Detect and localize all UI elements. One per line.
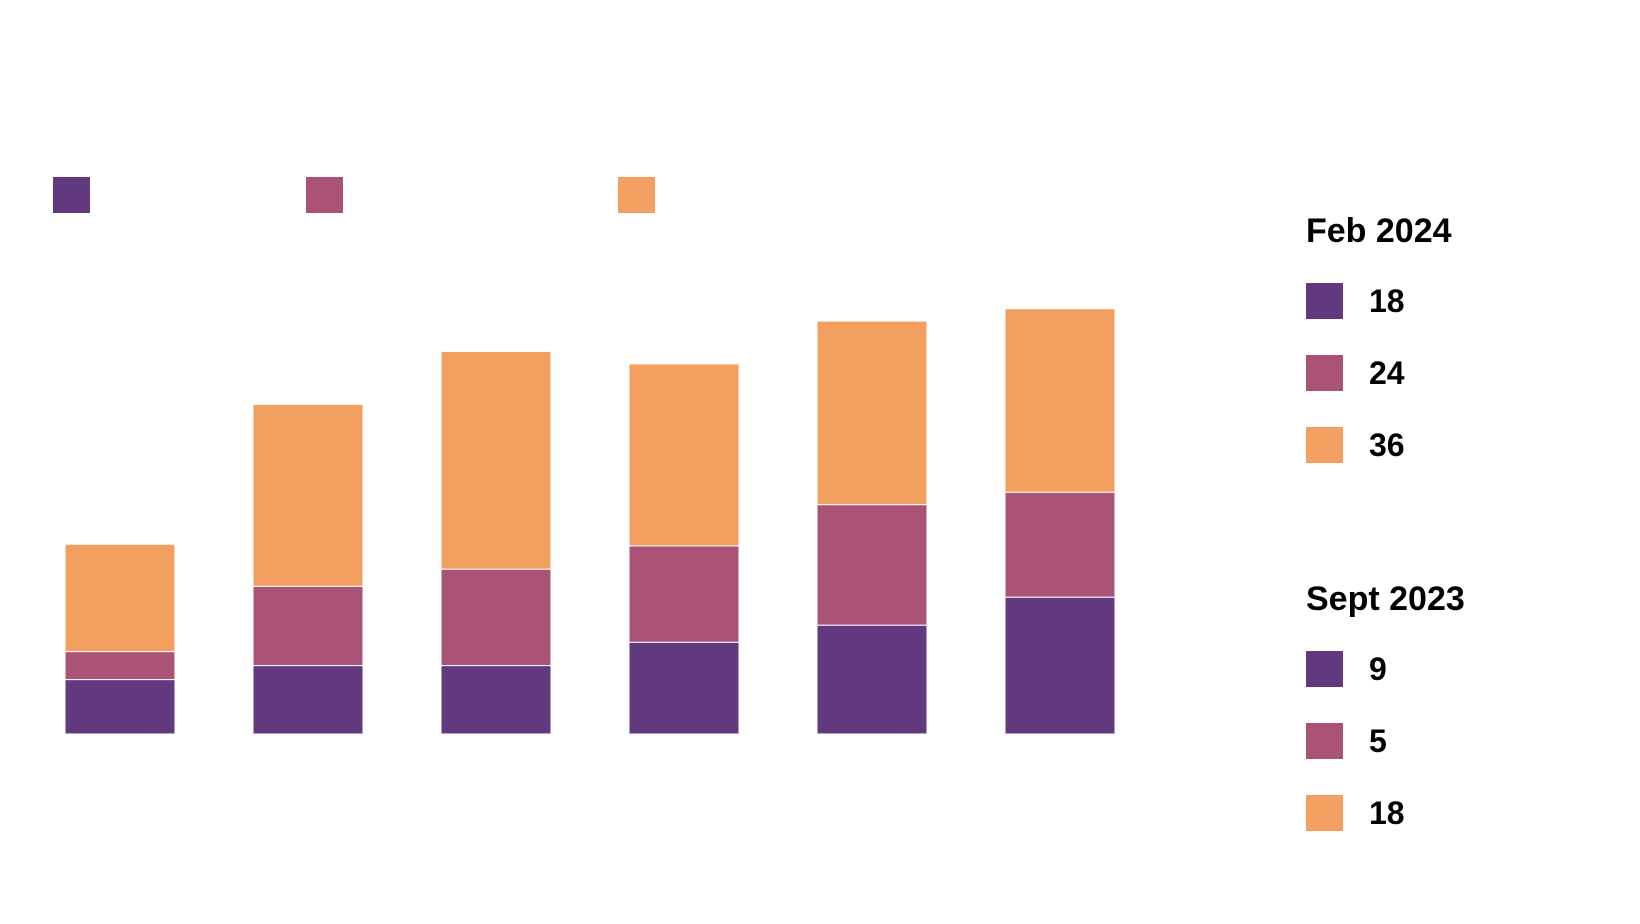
panel-value: 18 [1369, 282, 1405, 319]
bar-segment-5-series-2 [816, 504, 928, 626]
bar-segment-4-series-3 [628, 363, 740, 547]
bar-segment-2-series-2 [252, 585, 364, 667]
bar-segment-4-series-1 [628, 641, 740, 735]
panel-value: 5 [1369, 722, 1387, 759]
bar-segment-3-series-2 [440, 568, 552, 667]
bar-segment-6-series-2 [1004, 491, 1116, 598]
legend-swatch-series-1 [53, 177, 90, 213]
bar-segment-6-series-3 [1004, 308, 1116, 493]
panel-row: 9 [1306, 651, 1387, 687]
legend-swatch-series-2 [1306, 355, 1343, 391]
chart-legend [53, 177, 655, 213]
panel-row: 18 [1306, 283, 1405, 319]
bar-segment-3-series-3 [440, 350, 552, 570]
legend-swatch-series-3 [618, 177, 655, 213]
panel-row: 24 [1306, 355, 1405, 391]
bar-segment-6-series-1 [1004, 596, 1116, 735]
legend-swatch-series-1 [1306, 651, 1343, 687]
panel-value: 9 [1369, 650, 1387, 687]
legend-swatch-series-3 [1306, 427, 1343, 463]
legend-swatch-series-2 [306, 177, 343, 213]
panel-value: 36 [1369, 426, 1405, 463]
bar-segment-1-series-1 [64, 679, 176, 735]
bar-segment-3-series-1 [440, 665, 552, 735]
panel-value: 24 [1369, 354, 1405, 391]
bar-segment-1-series-2 [64, 651, 176, 681]
panel-row: 36 [1306, 427, 1405, 463]
bar-segment-5-series-1 [816, 624, 928, 735]
legend-swatch-series-2 [1306, 723, 1343, 759]
bar-segment-2-series-3 [252, 403, 364, 587]
bar-segment-4-series-2 [628, 545, 740, 643]
bars [64, 308, 1116, 735]
panel-row: 5 [1306, 723, 1387, 759]
panel-title-sept-2023: Sept 2023 [1306, 580, 1465, 618]
bar-segment-5-series-3 [816, 320, 928, 506]
bar-segment-1-series-3 [64, 543, 176, 653]
panel-value: 18 [1369, 794, 1405, 831]
panel-title-feb-2024: Feb 2024 [1306, 212, 1452, 250]
bar-segment-2-series-1 [252, 665, 364, 735]
legend-swatch-series-1 [1306, 283, 1343, 319]
panel-row: 18 [1306, 795, 1405, 831]
legend-swatch-series-3 [1306, 795, 1343, 831]
